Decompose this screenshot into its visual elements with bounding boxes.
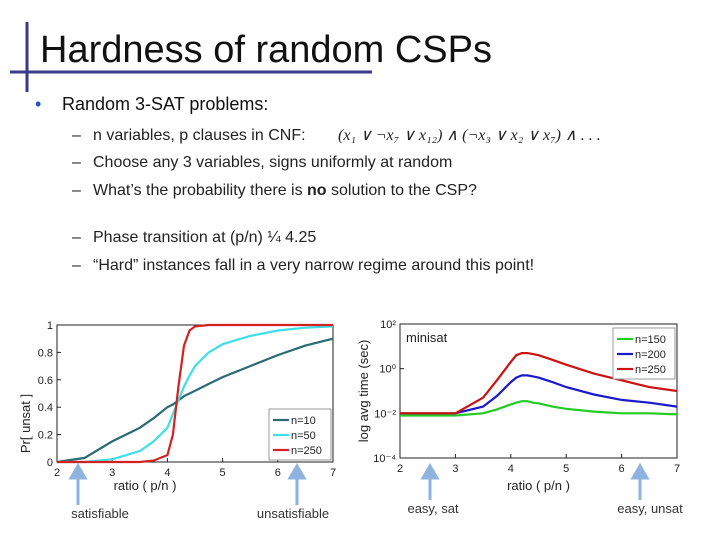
legend-label: n=10 <box>291 415 316 427</box>
item: What’s the probability there is no solut… <box>93 182 477 199</box>
x-tick-label: 4 <box>164 467 170 479</box>
x-tick-label: 3 <box>109 467 115 479</box>
arrow-head <box>420 463 440 480</box>
y-tick-label: 0.4 <box>38 402 53 414</box>
series-line <box>57 325 334 464</box>
x-axis-label: ratio ( p/n ) <box>507 478 570 493</box>
x-tick-label: 2 <box>54 467 60 479</box>
caption: easy, unsat <box>617 501 683 516</box>
x-tick-label: 2 <box>397 463 403 475</box>
dash: – <box>72 127 81 144</box>
item: n variables, p clauses in CNF: <box>93 127 306 144</box>
item: Choose any 3 variables, signs uniformly … <box>93 154 452 171</box>
dash: – <box>72 154 81 171</box>
legend-label: n=250 <box>635 364 666 376</box>
y-tick-label: 1 <box>47 320 53 332</box>
series-line <box>400 374 678 415</box>
x-tick-label: 7 <box>674 463 680 475</box>
x-tick-label: 7 <box>330 467 336 479</box>
arrows <box>68 463 650 505</box>
item-part: What’s the probability there is <box>93 182 307 199</box>
x-axis-label: ratio ( p/n ) <box>114 478 177 493</box>
x-tick-label: 3 <box>452 463 458 475</box>
caption: unsatisfiable <box>257 506 329 521</box>
dash: – <box>72 229 81 246</box>
bullet: Random 3-SAT problems: <box>62 94 268 114</box>
y-axis-label: Pr[ unsat ] <box>18 394 33 453</box>
y-axis-label: log avg time (sec) <box>356 340 371 443</box>
series-line <box>56 337 334 464</box>
formula: (x₁ ∨ ¬x₇ ∨ x₁₂) ∧ (¬x₃ ∨ x₂ ∨ x₇) ∧ . .… <box>338 127 601 144</box>
annotation: minisat <box>406 330 448 345</box>
x-tick-label: 5 <box>563 463 569 475</box>
item: Phase transition at (p/n) ¼ 4.25 <box>93 229 316 246</box>
item-part: no <box>307 182 327 199</box>
x-tick-label: 6 <box>275 467 281 479</box>
legend-label: n=150 <box>635 334 666 346</box>
items: – n variables, p clauses in CNF: (x₁ ∨ ¬… <box>72 127 601 274</box>
legend-label: n=250 <box>291 445 322 457</box>
series-line <box>400 352 678 415</box>
arrow-head <box>630 463 650 480</box>
dash: – <box>72 257 81 274</box>
legend-label: n=50 <box>291 430 316 442</box>
dash: – <box>72 182 81 199</box>
y-tick-label: 0 <box>47 457 53 469</box>
arrow-head <box>68 463 88 480</box>
series-line <box>400 400 678 417</box>
x-tick-label: 4 <box>508 463 514 475</box>
y-tick-label: 10² <box>380 319 396 331</box>
caption: easy, sat <box>407 501 458 516</box>
y-tick-label: 0.6 <box>38 375 53 387</box>
y-tick-label: 0.8 <box>38 347 53 359</box>
legend-label: n=200 <box>635 349 666 361</box>
arrow-head <box>287 463 307 480</box>
x-tick-label: 6 <box>619 463 625 475</box>
item-part: solution to the CSP? <box>327 182 477 199</box>
caption: satisfiable <box>71 506 129 521</box>
slide-title: Hardness of random CSPs <box>40 29 492 71</box>
series-line <box>57 323 333 464</box>
x-tick-label: 5 <box>220 467 226 479</box>
item: “Hard” instances fall in a very narrow r… <box>93 257 534 274</box>
y-tick-label: 10⁻² <box>374 408 396 420</box>
y-tick-label: 10⁻⁴ <box>373 453 396 465</box>
y-tick-label: 10⁰ <box>379 364 396 376</box>
y-tick-label: 0.2 <box>38 430 53 442</box>
bullet-mark: • <box>35 94 41 114</box>
